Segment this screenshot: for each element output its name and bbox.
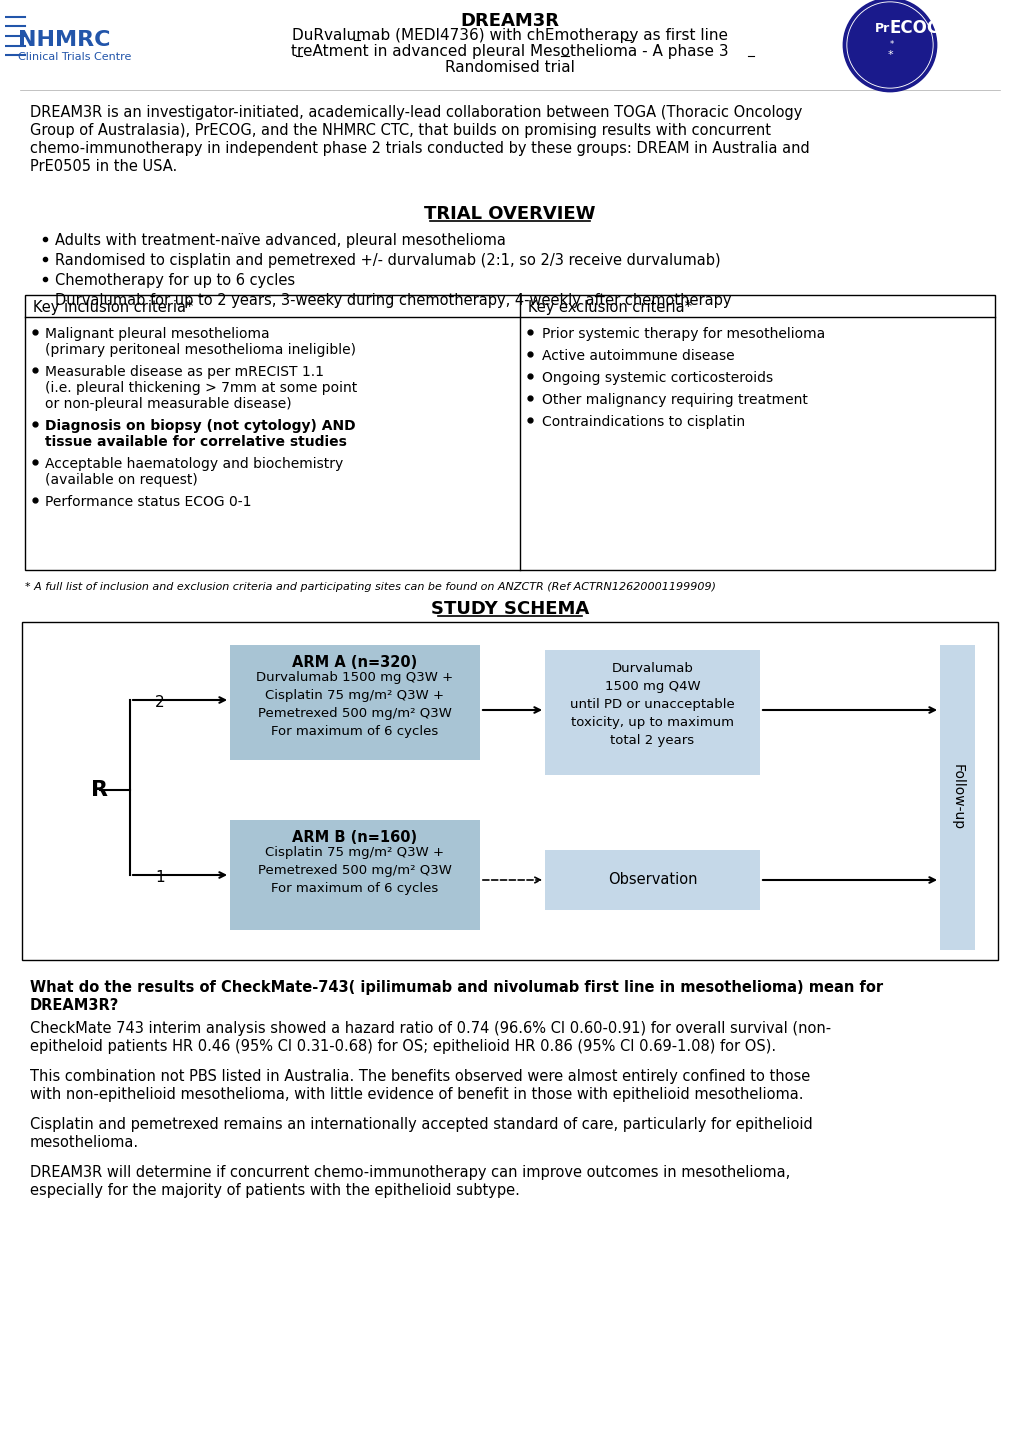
- Text: Durvalumab
1500 mg Q4W
until PD or unacceptable
toxicity, up to maximum
total 2 : Durvalumab 1500 mg Q4W until PD or unacc…: [570, 662, 734, 747]
- Text: chemo-immunotherapy in independent phase 2 trials conducted by these groups: DRE: chemo-immunotherapy in independent phase…: [30, 141, 809, 156]
- Text: 2: 2: [155, 695, 164, 709]
- FancyBboxPatch shape: [22, 622, 997, 960]
- Text: Durvalumab for up to 2 years, 3-weeky during chemotherapy, 4-weekly after chemot: Durvalumab for up to 2 years, 3-weeky du…: [55, 293, 731, 309]
- FancyBboxPatch shape: [25, 296, 994, 570]
- Text: PrE0505 in the USA.: PrE0505 in the USA.: [30, 159, 177, 174]
- Text: Prior systemic therapy for mesothelioma: Prior systemic therapy for mesothelioma: [541, 327, 824, 340]
- Text: Ongoing systemic corticosteroids: Ongoing systemic corticosteroids: [541, 371, 772, 385]
- Text: Key exclusion criteria*: Key exclusion criteria*: [528, 300, 691, 314]
- Text: mesothelioma.: mesothelioma.: [30, 1135, 139, 1151]
- Text: Adults with treatment-naïve advanced, pleural mesothelioma: Adults with treatment-naïve advanced, pl…: [55, 234, 505, 248]
- Text: DREAM3R is an investigator-initiated, academically-lead collaboration between TO: DREAM3R is an investigator-initiated, ac…: [30, 105, 802, 120]
- Text: Malignant pleural mesothelioma: Malignant pleural mesothelioma: [45, 327, 269, 340]
- Text: Active autoimmune disease: Active autoimmune disease: [541, 349, 734, 363]
- Text: DREAM3R: DREAM3R: [460, 12, 559, 30]
- Circle shape: [847, 3, 931, 87]
- Text: Contraindications to cisplatin: Contraindications to cisplatin: [541, 415, 745, 430]
- Text: 1: 1: [155, 870, 164, 885]
- Text: * A full list of inclusion and exclusion criteria and participating sites can be: * A full list of inclusion and exclusion…: [25, 583, 715, 593]
- Text: tissue available for correlative studies: tissue available for correlative studies: [45, 435, 346, 448]
- FancyBboxPatch shape: [229, 645, 480, 760]
- Text: Durvalumab 1500 mg Q3W +
Cisplatin 75 mg/m² Q3W +
Pemetrexed 500 mg/m² Q3W
For m: Durvalumab 1500 mg Q3W + Cisplatin 75 mg…: [256, 671, 453, 738]
- Text: Measurable disease as per mRECIST 1.1: Measurable disease as per mRECIST 1.1: [45, 365, 324, 379]
- Text: Diagnosis on biopsy (not cytology) AND: Diagnosis on biopsy (not cytology) AND: [45, 420, 356, 433]
- Text: (primary peritoneal mesothelioma ineligible): (primary peritoneal mesothelioma ineligi…: [45, 343, 356, 358]
- Text: (available on request): (available on request): [45, 473, 198, 487]
- FancyBboxPatch shape: [229, 820, 480, 930]
- Text: DREAM3R will determine if concurrent chemo-immunotherapy can improve outcomes in: DREAM3R will determine if concurrent che…: [30, 1165, 790, 1180]
- Text: Key inclusion criteria*: Key inclusion criteria*: [33, 300, 194, 314]
- Text: ARM B (n=160): ARM B (n=160): [292, 831, 417, 845]
- Text: ARM A (n=320): ARM A (n=320): [292, 655, 417, 671]
- Text: *: *: [887, 50, 892, 61]
- Text: ECOG: ECOG: [890, 19, 941, 37]
- Text: DREAM3R?: DREAM3R?: [30, 998, 119, 1012]
- Text: STUDY SCHEMA: STUDY SCHEMA: [430, 600, 589, 619]
- Text: CheckMate 743 interim analysis showed a hazard ratio of 0.74 (96.6% CI 0.60-0.91: CheckMate 743 interim analysis showed a …: [30, 1021, 830, 1035]
- FancyBboxPatch shape: [544, 849, 759, 910]
- Text: TRIAL OVERVIEW: TRIAL OVERVIEW: [424, 205, 595, 224]
- Text: Randomised to cisplatin and pemetrexed +/- durvalumab (2:1, so 2/3 receive durva: Randomised to cisplatin and pemetrexed +…: [55, 252, 719, 268]
- FancyBboxPatch shape: [940, 645, 974, 950]
- Text: R: R: [92, 780, 108, 800]
- Text: Group of Australasia), PrECOG, and the NHMRC CTC, that builds on promising resul: Group of Australasia), PrECOG, and the N…: [30, 123, 770, 138]
- Text: or non-pleural measurable disease): or non-pleural measurable disease): [45, 397, 291, 411]
- Text: What do the results of CheckMate-743( ipilimumab and nivolumab first line in mes: What do the results of CheckMate-743( ip…: [30, 981, 882, 995]
- Text: especially for the majority of patients with the epithelioid subtype.: especially for the majority of patients …: [30, 1182, 520, 1198]
- FancyBboxPatch shape: [544, 650, 759, 774]
- Text: *: *: [889, 39, 893, 49]
- Text: Randomised trial: Randomised trial: [444, 61, 575, 75]
- Text: Other malignancy requiring treatment: Other malignancy requiring treatment: [541, 394, 807, 407]
- Text: DuRvalumab (MEDI4736) with chEmotherapy as first line: DuRvalumab (MEDI4736) with chEmotherapy …: [291, 27, 728, 43]
- Text: NHMRC: NHMRC: [18, 30, 110, 50]
- Text: Clinical Trials Centre: Clinical Trials Centre: [18, 52, 131, 62]
- Text: epitheloid patients HR 0.46 (95% CI 0.31-0.68) for OS; epithelioid HR 0.86 (95% : epitheloid patients HR 0.46 (95% CI 0.31…: [30, 1040, 775, 1054]
- Text: Follow-up: Follow-up: [950, 764, 964, 831]
- Text: Cisplatin 75 mg/m² Q3W +
Pemetrexed 500 mg/m² Q3W
For maximum of 6 cycles: Cisplatin 75 mg/m² Q3W + Pemetrexed 500 …: [258, 846, 451, 895]
- Text: Performance status ECOG 0-1: Performance status ECOG 0-1: [45, 495, 252, 509]
- Text: with non-epithelioid mesothelioma, with little evidence of benefit in those with: with non-epithelioid mesothelioma, with …: [30, 1087, 803, 1102]
- Text: Pr: Pr: [874, 22, 890, 35]
- Circle shape: [70, 760, 129, 820]
- Text: Acceptable haematology and biochemistry: Acceptable haematology and biochemistry: [45, 457, 343, 472]
- Text: Cisplatin and pemetrexed remains an internationally accepted standard of care, p: Cisplatin and pemetrexed remains an inte…: [30, 1118, 812, 1132]
- Text: This combination not PBS listed in Australia. The benefits observed were almost : This combination not PBS listed in Austr…: [30, 1069, 809, 1084]
- Text: (i.e. pleural thickening > 7mm at some point: (i.e. pleural thickening > 7mm at some p…: [45, 381, 357, 395]
- Text: Observation: Observation: [607, 872, 697, 887]
- Text: Chemotherapy for up to 6 cycles: Chemotherapy for up to 6 cycles: [55, 273, 294, 288]
- Text: treAtment in advanced pleural Mesothelioma - A phase 3: treAtment in advanced pleural Mesothelio…: [290, 45, 729, 59]
